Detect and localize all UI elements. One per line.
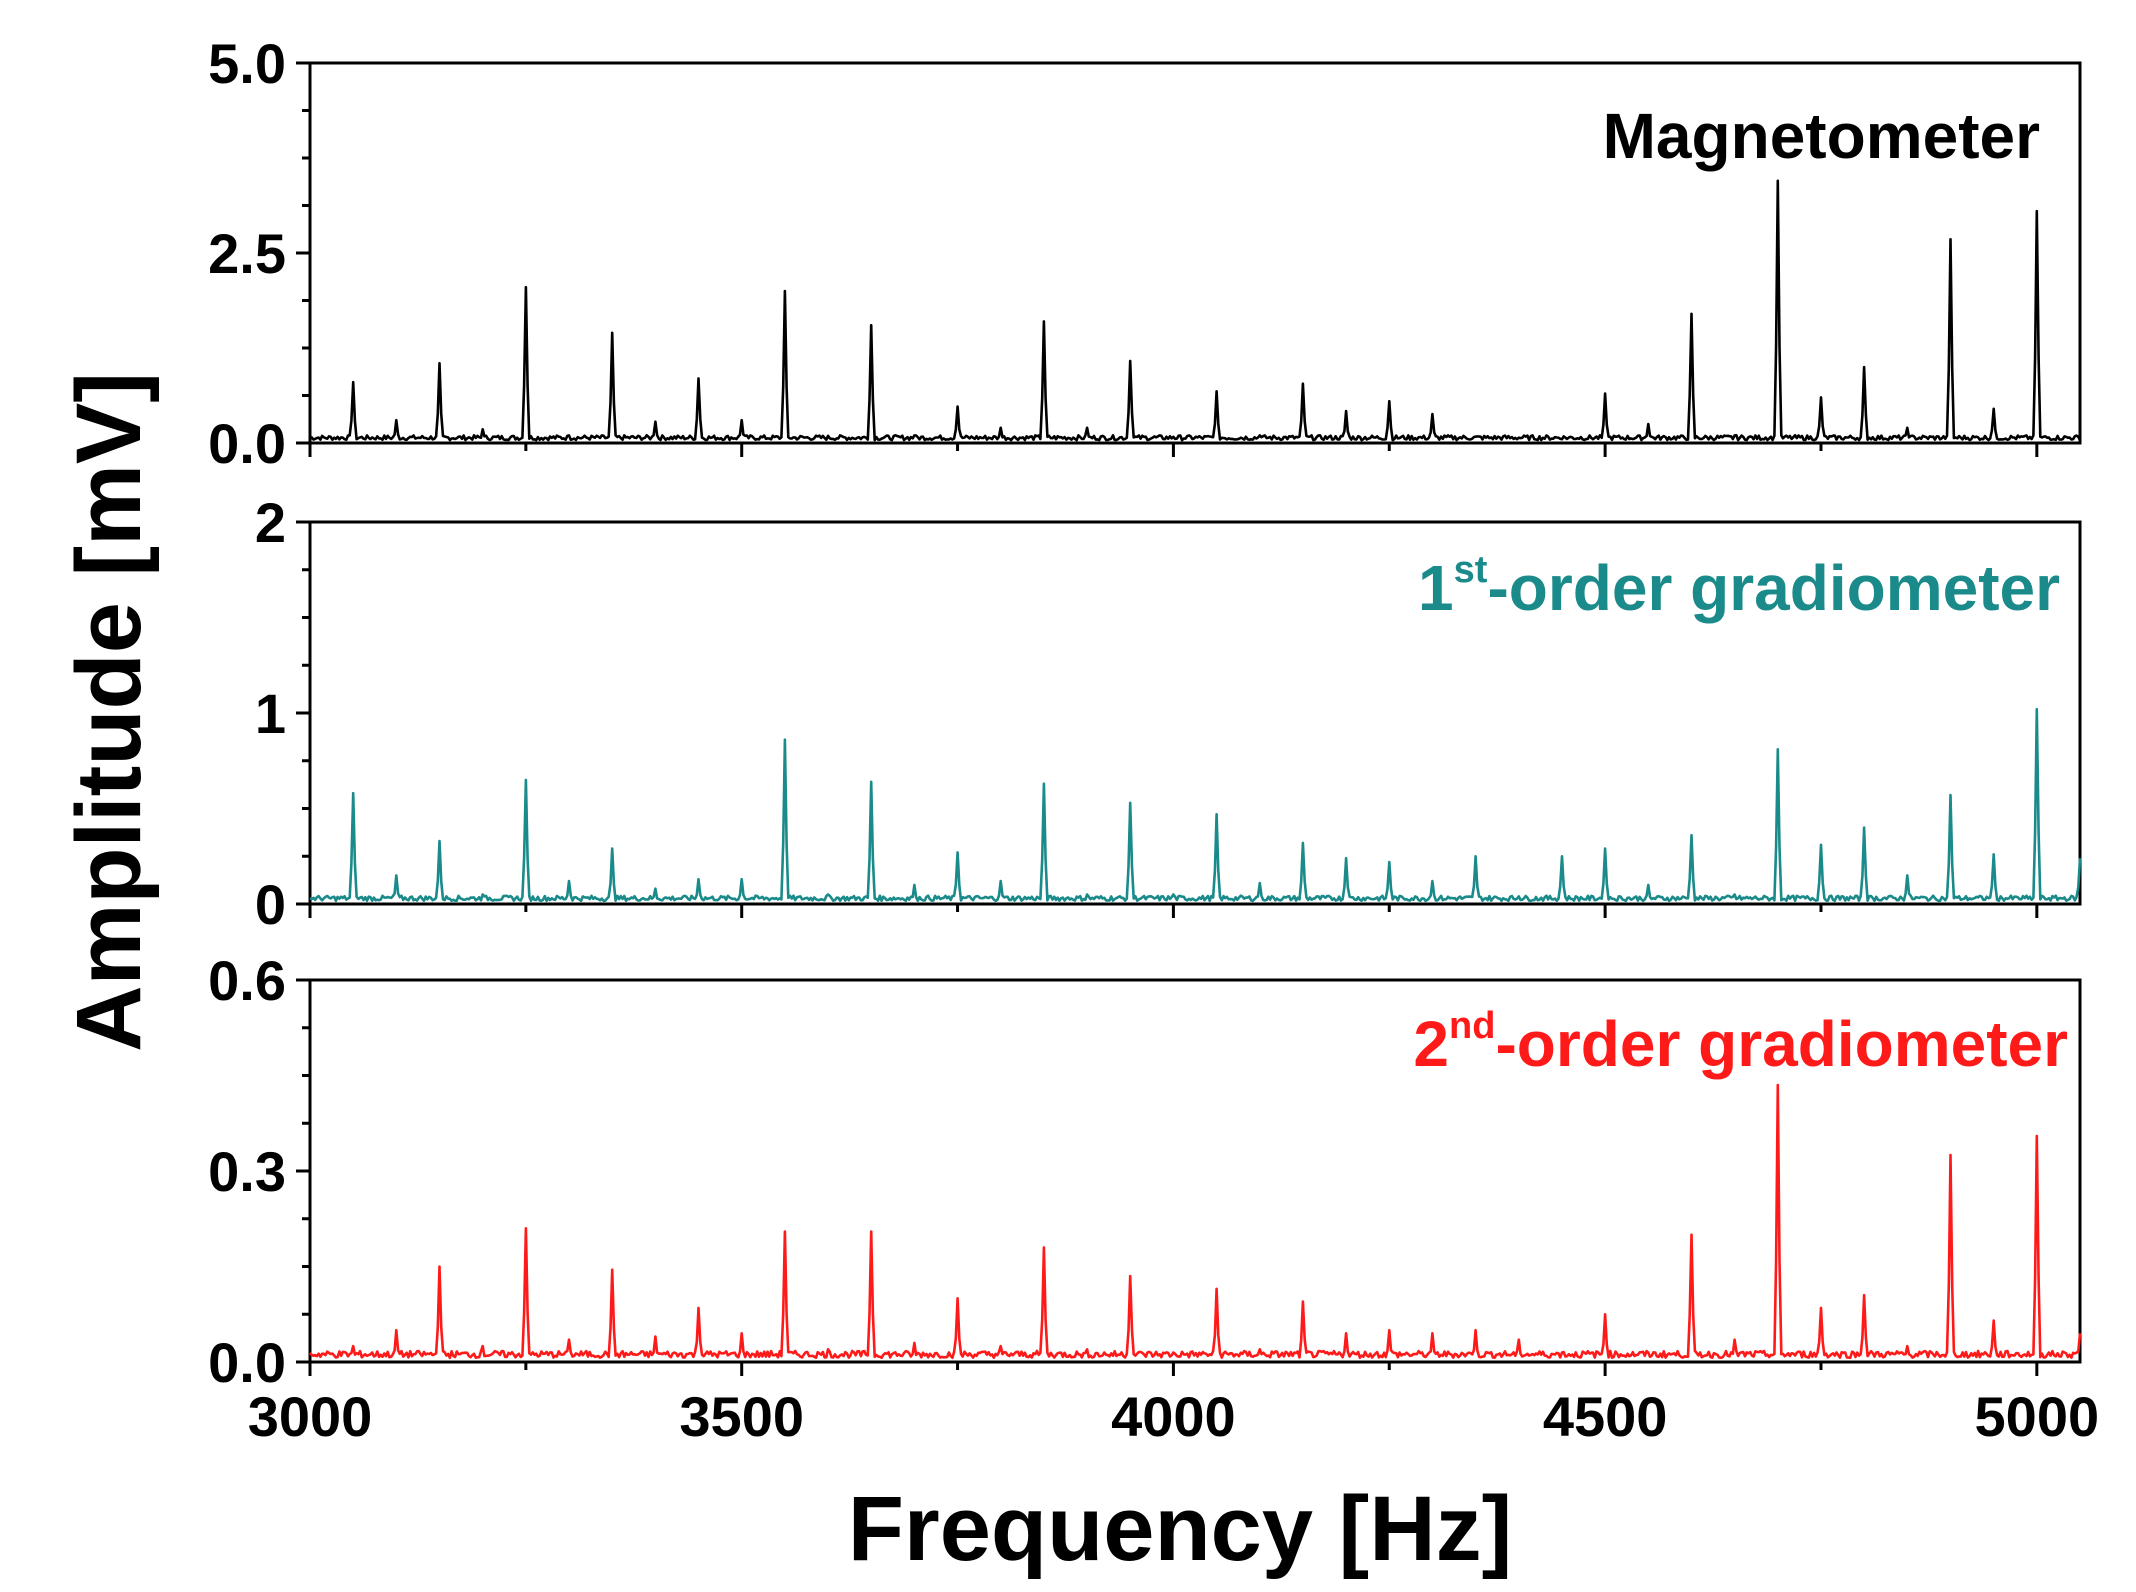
panel-magnetometer: 0.0 2.5 5.0 Magnetometer: [208, 32, 2082, 475]
y-tick-label: 2.5: [208, 222, 286, 285]
y-tick-label: 2: [255, 491, 286, 554]
y-tick-label: 5.0: [208, 32, 286, 95]
x-tick-label: 3000: [248, 1385, 373, 1448]
y-ticks: 0.0 2.5 5.0: [208, 32, 2039, 475]
x-tick-label: 5000: [1975, 1385, 2100, 1448]
panel-label-magnetometer: Magnetometer: [1603, 100, 2040, 172]
y-tick-label: 0.6: [208, 949, 286, 1012]
y-ticks: 0 1 2: [255, 491, 2039, 936]
panel-second-order-gradiometer: 0.0 0.3 0.6 2nd-order gradiometer: [208, 949, 2082, 1394]
panel-first-order-gradiometer: 012 1st-order gradiometer: [255, 491, 2082, 936]
y-axis-title: Amplitude [mV]: [58, 372, 160, 1052]
y-tick-label: 1: [255, 682, 286, 745]
panel-label-first-order: 1st-order gradiometer: [1418, 549, 2060, 624]
y-ticks: 0.0 0.3 0.6: [208, 949, 2039, 1394]
y-tick-label: 0.0: [208, 412, 286, 475]
panel-label-rest: -order gradiometer: [1487, 552, 2060, 624]
panel-label-rest: -order gradiometer: [1495, 1008, 2068, 1080]
magnetometer-series-line: [309, 179, 2082, 442]
second-order-series-line: [309, 1083, 2082, 1360]
x-tick-label: 3500: [679, 1385, 804, 1448]
panel-label-second-order: 2nd-order gradiometer: [1413, 1005, 2068, 1080]
first-order-series-line: [309, 707, 2082, 903]
panel-label-main: 2: [1413, 1008, 1449, 1080]
y-tick-label: 0.3: [208, 1140, 286, 1203]
y-tick-label: 0.0: [208, 1331, 286, 1394]
x-tick-label: 4500: [1543, 1385, 1668, 1448]
y-tick-label: 0: [255, 873, 286, 936]
x-tick-labels: 3000 3500 4000 4500 5000: [248, 1385, 2099, 1448]
panel-label-superscript: nd: [1449, 1005, 1495, 1047]
x-axis-title: Frequency [Hz]: [848, 1478, 1513, 1580]
panel-label-main: 1: [1418, 552, 1454, 624]
x-tick-label: 4000: [1111, 1385, 1236, 1448]
panel-label-superscript: st: [1454, 549, 1488, 591]
panel-label-main: Magnetometer: [1603, 100, 2040, 172]
